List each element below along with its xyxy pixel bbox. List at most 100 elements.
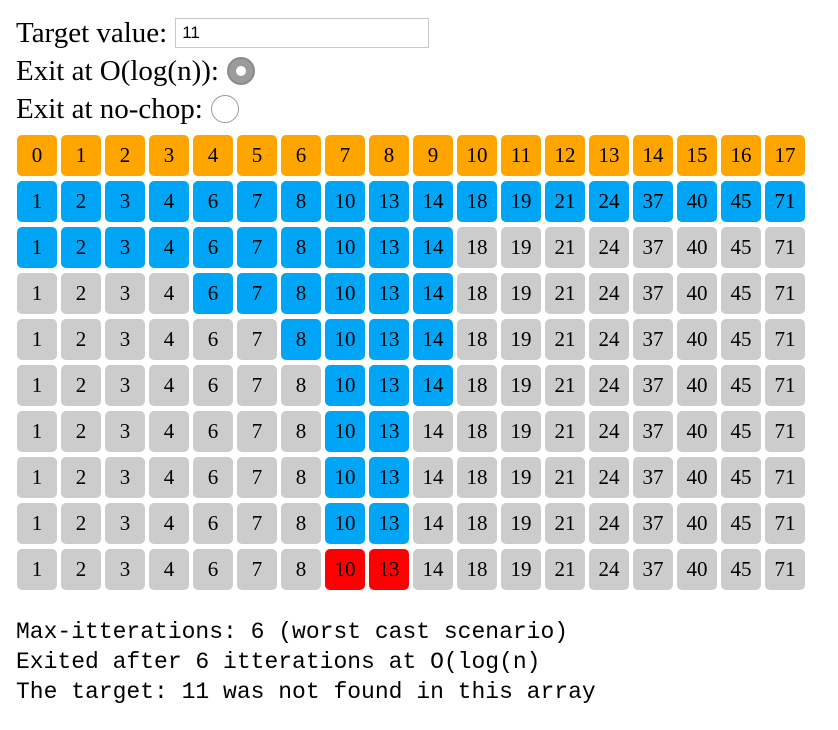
active-cell: 10 (325, 273, 365, 314)
value-cell: 45 (721, 503, 761, 544)
active-cell: 14 (413, 273, 453, 314)
index-cell: 0 (17, 135, 57, 176)
target-label: Target value: (16, 16, 168, 49)
value-cell: 7 (237, 411, 277, 452)
active-cell: 8 (281, 181, 321, 222)
iteration-row: 1 2 3 4 6 7 8 10 13 14 18 19 21 24 37 40 45 71 (17, 457, 809, 503)
value-cell: 6 (193, 319, 233, 360)
value-cell: 21 (545, 503, 585, 544)
value-cell: 1 (17, 549, 57, 590)
value-cell: 21 (545, 319, 585, 360)
value-cell: 40 (677, 365, 717, 406)
value-cell: 21 (545, 227, 585, 268)
iteration-row: 1 2 3 4 6 7 8 10 13 14 18 19 21 24 37 40 45 71 (17, 365, 809, 411)
value-cell: 3 (105, 457, 145, 498)
value-cell: 7 (237, 457, 277, 498)
value-cell: 4 (149, 503, 189, 544)
index-row: 0 1 2 3 4 5 6 7 8 9 10 11 12 13 14 15 16 17 (17, 135, 809, 181)
index-cell: 4 (193, 135, 233, 176)
value-cell: 3 (105, 273, 145, 314)
value-cell: 71 (765, 273, 805, 314)
value-cell: 8 (281, 411, 321, 452)
value-cell: 1 (17, 365, 57, 406)
value-cell: 18 (457, 365, 497, 406)
index-cell: 8 (369, 135, 409, 176)
value-cell: 21 (545, 365, 585, 406)
value-cell: 37 (633, 457, 673, 498)
index-cell: 5 (237, 135, 277, 176)
active-cell: 40 (677, 181, 717, 222)
index-cell: 12 (545, 135, 585, 176)
active-cell: 13 (369, 503, 409, 544)
iteration-row: 1 2 3 4 6 7 8 10 13 14 18 19 21 24 37 40 45 71 (17, 549, 809, 595)
value-cell: 6 (193, 457, 233, 498)
value-cell: 4 (149, 549, 189, 590)
active-cell: 8 (281, 319, 321, 360)
value-cell: 45 (721, 365, 761, 406)
value-cell: 7 (237, 365, 277, 406)
max-iterations-text: Max-itterations: 6 (worst cast scenario) (16, 619, 569, 645)
value-cell: 21 (545, 457, 585, 498)
value-cell: 71 (765, 549, 805, 590)
index-cell: 11 (501, 135, 541, 176)
value-cell: 6 (193, 365, 233, 406)
value-cell: 3 (105, 319, 145, 360)
active-cell: 19 (501, 181, 541, 222)
target-value-input[interactable] (175, 18, 430, 48)
active-cell: 14 (413, 227, 453, 268)
index-cell: 1 (61, 135, 101, 176)
value-cell: 24 (589, 273, 629, 314)
value-cell: 2 (61, 411, 101, 452)
active-cell: 2 (61, 181, 101, 222)
exit-log-label: Exit at O(log(n)): (16, 54, 219, 87)
value-cell: 1 (17, 273, 57, 314)
active-cell: 14 (413, 365, 453, 406)
value-cell: 19 (501, 411, 541, 452)
value-cell: 40 (677, 319, 717, 360)
value-cell: 8 (281, 549, 321, 590)
active-cell: 37 (633, 181, 673, 222)
value-cell: 4 (149, 457, 189, 498)
active-cell: 13 (369, 273, 409, 314)
active-cell: 10 (325, 181, 365, 222)
value-cell: 37 (633, 319, 673, 360)
active-cell: 7 (237, 181, 277, 222)
value-cell: 21 (545, 411, 585, 452)
active-cell: 24 (589, 181, 629, 222)
active-cell: 10 (325, 457, 365, 498)
value-cell: 24 (589, 319, 629, 360)
value-cell: 6 (193, 411, 233, 452)
value-cell: 37 (633, 549, 673, 590)
index-cell: 16 (721, 135, 761, 176)
active-cell: 10 (325, 319, 365, 360)
value-cell: 7 (237, 549, 277, 590)
value-cell: 45 (721, 411, 761, 452)
value-cell: 7 (237, 319, 277, 360)
value-cell: 1 (17, 503, 57, 544)
value-cell: 3 (105, 365, 145, 406)
index-cell: 14 (633, 135, 673, 176)
value-cell: 14 (413, 503, 453, 544)
value-cell: 45 (721, 227, 761, 268)
value-cell: 40 (677, 457, 717, 498)
result-output: Max-itterations: 6 (worst cast scenario)… (16, 617, 596, 707)
value-cell: 4 (149, 319, 189, 360)
value-cell: 24 (589, 549, 629, 590)
active-cell: 6 (193, 227, 233, 268)
value-cell: 19 (501, 549, 541, 590)
value-cell: 37 (633, 503, 673, 544)
value-cell: 19 (501, 319, 541, 360)
value-cell: 8 (281, 365, 321, 406)
value-cell: 2 (61, 503, 101, 544)
value-cell: 24 (589, 365, 629, 406)
active-cell: 10 (325, 365, 365, 406)
iteration-row: 1 2 3 4 6 7 8 10 13 14 18 19 21 24 37 40 45 71 (17, 503, 809, 549)
value-cell: 19 (501, 365, 541, 406)
iteration-row: 1 2 3 4 6 7 8 10 13 14 18 19 21 24 37 40 45 71 (17, 319, 809, 365)
value-cell: 40 (677, 273, 717, 314)
value-cell: 7 (237, 503, 277, 544)
exit-nochop-radio[interactable] (210, 95, 239, 123)
exit-log-radio[interactable] (226, 57, 255, 85)
active-cell: 4 (149, 181, 189, 222)
value-cell: 37 (633, 411, 673, 452)
